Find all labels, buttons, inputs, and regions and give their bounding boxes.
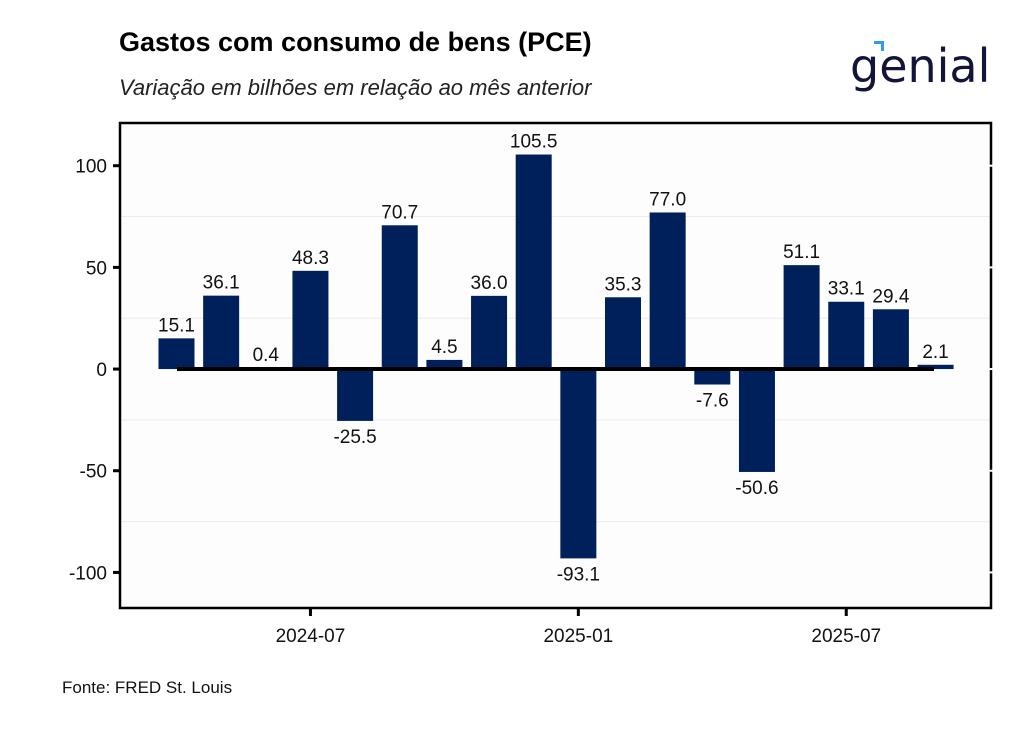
x-tick-label: 2025-07 [811, 626, 881, 647]
data-label: 36.0 [471, 273, 508, 294]
bar [738, 369, 775, 472]
y-tick-label: 100 [75, 157, 107, 178]
bar [381, 225, 418, 370]
y-tick-label: -100 [69, 563, 107, 584]
data-label: 48.3 [292, 248, 329, 269]
genial-logo: genial [850, 38, 1000, 94]
bar [783, 265, 820, 370]
data-label: 105.5 [510, 132, 558, 153]
data-label: 15.1 [158, 315, 195, 336]
bar [872, 309, 909, 370]
data-label: 29.4 [872, 286, 909, 307]
bar [337, 369, 374, 421]
data-label: 4.5 [431, 337, 457, 358]
bar [560, 369, 597, 559]
axes: -100 -50 0 50 100 2024-07 2025-01 2025-07 [69, 121, 994, 647]
data-label: 70.7 [381, 202, 418, 223]
y-tick-label: -50 [80, 462, 107, 483]
data-label: 35.3 [605, 274, 642, 295]
data-label: 36.1 [203, 273, 240, 294]
x-tick-label: 2024-07 [276, 626, 346, 647]
plot-border [118, 121, 993, 610]
bar [515, 154, 552, 370]
data-label: -7.6 [696, 391, 729, 412]
chart-subtitle: Variação em bilhões em relação ao mês an… [119, 75, 592, 100]
bar [471, 295, 508, 370]
chart-title: Gastos com consumo de bens (PCE) [119, 27, 592, 57]
data-label: 2.1 [922, 342, 948, 363]
bar [605, 297, 641, 370]
logo-text: genial [850, 39, 991, 93]
data-label: -50.6 [735, 478, 778, 499]
bar [649, 212, 686, 370]
bar [694, 369, 731, 385]
bar [426, 359, 463, 370]
y-tick-label: 0 [96, 360, 107, 381]
bar [292, 270, 329, 370]
data-label: -93.1 [557, 564, 600, 585]
x-tick-label: 2025-01 [543, 626, 613, 647]
data-label: 33.1 [828, 279, 865, 300]
bar [203, 295, 240, 370]
y-tick-label: 50 [86, 258, 107, 279]
data-label: 77.0 [649, 189, 686, 210]
data-label: -25.5 [333, 427, 376, 448]
data-label: 51.1 [783, 242, 820, 263]
source-note: Fonte: FRED St. Louis [62, 678, 233, 697]
bar [158, 338, 195, 370]
data-label: 0.4 [253, 345, 280, 366]
genial-logo-icon [874, 41, 884, 51]
bar [828, 301, 865, 370]
bar [917, 364, 954, 370]
data-labels: 15.1 36.1 0.4 48.3 -25.5 70.7 4.5 36.0 105.5 -93.… [158, 132, 949, 586]
